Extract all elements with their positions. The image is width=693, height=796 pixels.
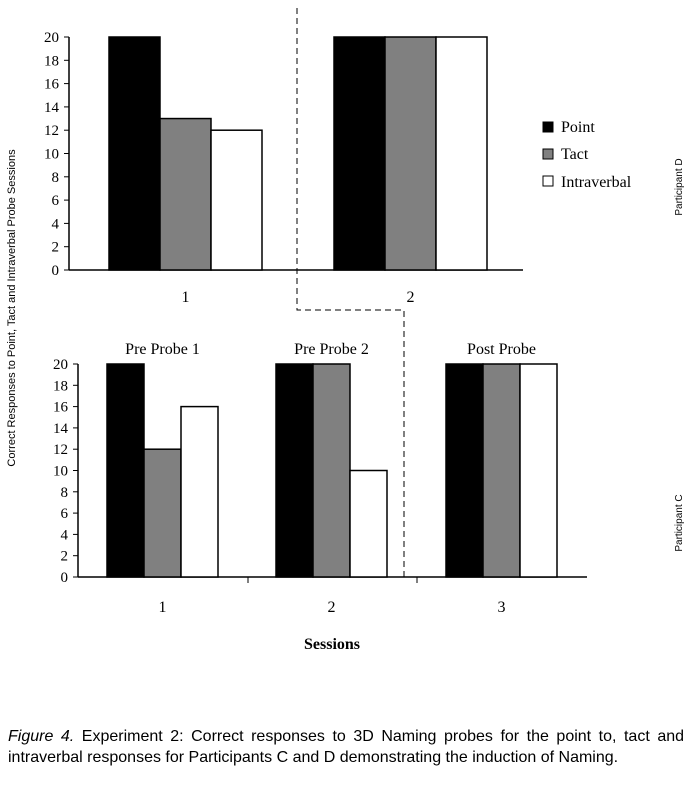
legend-label-intraverbal: Intraverbal xyxy=(561,174,632,191)
y-tick-label-d-20: 20 xyxy=(44,30,59,46)
chart-participant-c: 0 2 4 6 8 10 12 14 16 18 20 1 Pre Probe 1 2 Pre Probe … xyxy=(53,341,587,616)
bar-c-point-3 xyxy=(445,363,484,578)
legend: Point Tact Intraverbal xyxy=(542,119,632,191)
x-tick-label-c-2: 2 xyxy=(328,599,336,616)
category-title-c-3: Post Probe xyxy=(467,341,536,358)
legend-swatch-point xyxy=(542,121,554,133)
bar-c-tact-2 xyxy=(312,363,351,578)
legend-swatch-intraverbal xyxy=(542,175,554,187)
y-tick-label-c-12: 12 xyxy=(53,442,68,458)
y-tick-label-c-4: 4 xyxy=(61,527,69,543)
y-tick-label-c-6: 6 xyxy=(61,506,69,522)
figure-caption-label: Figure 4. xyxy=(8,728,75,745)
y-axis-label: Correct Responses to Point, Tact and Int… xyxy=(6,149,18,467)
bar-d-tact-2 xyxy=(384,36,437,271)
y-tick-label-c-2: 2 xyxy=(61,549,69,565)
category-title-c-1: Pre Probe 1 xyxy=(125,341,200,358)
y-tick-label-d-16: 16 xyxy=(44,77,60,93)
y-tick-label-c-14: 14 xyxy=(53,421,69,437)
y-tick-label-d-14: 14 xyxy=(44,100,60,116)
participant-label-d: Participant D xyxy=(674,158,685,215)
figure-caption: Figure 4. Experiment 2: Correct response… xyxy=(8,726,684,768)
bar-c-point-2 xyxy=(275,363,314,578)
y-tick-label-d-2: 2 xyxy=(52,240,60,256)
bar-c-intraverbal-3 xyxy=(519,363,558,578)
x-tick-label-c-1: 1 xyxy=(159,599,167,616)
bar-d-point-1 xyxy=(108,36,161,271)
legend-swatch-tact xyxy=(542,148,554,160)
x-tick-label-d-1: 1 xyxy=(182,289,190,306)
y-tick-label-c-8: 8 xyxy=(61,485,69,501)
y-tick-label-c-0: 0 xyxy=(61,570,69,586)
bar-d-intraverbal-1 xyxy=(210,129,263,271)
naming-probe-figure: Correct Responses to Point, Tact and Int… xyxy=(6,8,685,653)
y-tick-label-d-0: 0 xyxy=(52,263,60,279)
participant-label-c: Participant C xyxy=(674,494,685,551)
y-tick-label-c-10: 10 xyxy=(53,464,68,480)
bar-c-intraverbal-1 xyxy=(180,405,219,578)
legend-label-tact: Tact xyxy=(561,146,589,163)
y-tick-label-c-16: 16 xyxy=(53,400,69,416)
bar-d-tact-1 xyxy=(159,117,212,271)
y-tick-label-c-20: 20 xyxy=(53,357,68,373)
phase-change-line xyxy=(296,8,405,578)
bar-d-point-2 xyxy=(333,36,386,271)
y-tick-label-d-6: 6 xyxy=(52,193,60,209)
category-title-c-2: Pre Probe 2 xyxy=(294,341,369,358)
y-tick-label-d-4: 4 xyxy=(52,216,60,232)
x-tick-label-d-2: 2 xyxy=(407,289,415,306)
x-tick-label-c-3: 3 xyxy=(498,599,506,616)
bar-c-tact-3 xyxy=(482,363,521,578)
bar-c-tact-1 xyxy=(143,448,182,578)
y-tick-label-d-12: 12 xyxy=(44,123,59,139)
bar-d-intraverbal-2 xyxy=(435,36,488,271)
x-axis-label: Sessions xyxy=(304,636,360,653)
bar-c-point-1 xyxy=(106,363,145,578)
y-tick-label-c-18: 18 xyxy=(53,378,68,394)
figure-caption-text: Experiment 2: Correct responses to 3D Na… xyxy=(8,728,685,766)
legend-label-point: Point xyxy=(561,119,595,136)
y-tick-label-d-18: 18 xyxy=(44,53,59,69)
y-tick-label-d-8: 8 xyxy=(52,170,60,186)
bar-c-intraverbal-2 xyxy=(349,469,388,578)
y-tick-label-d-10: 10 xyxy=(44,147,59,163)
